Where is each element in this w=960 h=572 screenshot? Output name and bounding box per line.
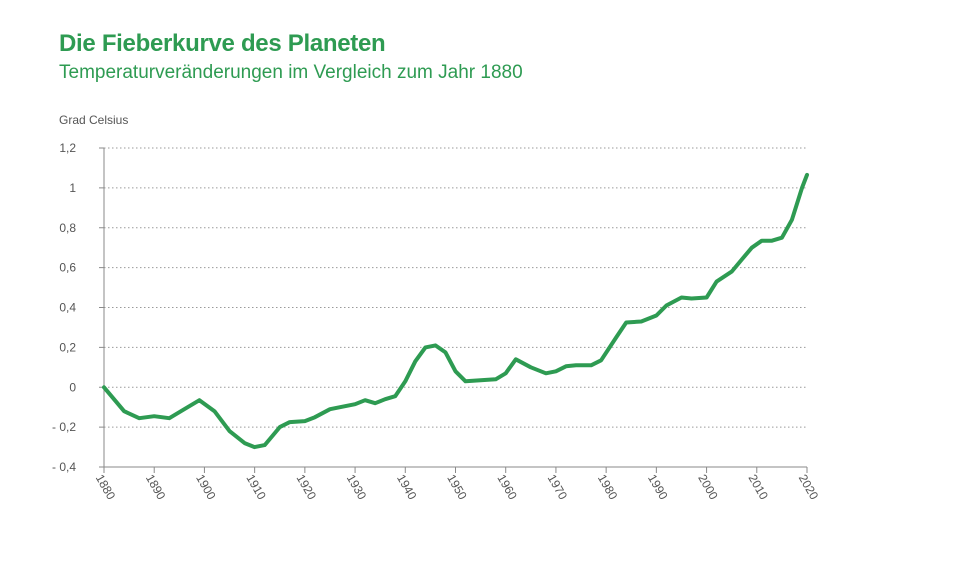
chart-subtitle: Temperaturveränderungen im Vergleich zum…: [59, 62, 523, 83]
x-tick-label: 1970: [545, 472, 571, 502]
y-tick-label: 0,4: [59, 301, 76, 315]
x-tick-label: 1880: [93, 472, 119, 502]
y-tick-label: 0,6: [59, 261, 76, 275]
x-tick-label: 2020: [796, 472, 822, 502]
y-tick-label: - 0,4: [52, 460, 76, 474]
x-tick-label: 1950: [444, 472, 470, 502]
x-tick-label: 1990: [645, 472, 671, 502]
y-tick-label: 1: [69, 181, 76, 195]
x-tick-label: 2000: [695, 472, 721, 502]
axes: [99, 147, 808, 473]
y-tick-labels: 1,2 1 0,8 0,6 0,4 0,2 0 - 0,2 - 0,4: [52, 141, 76, 474]
x-tick-label: 1890: [143, 472, 169, 502]
y-tick-label: 1,2: [59, 141, 76, 155]
y-tick-label: - 0,2: [52, 420, 76, 434]
y-tick-label: 0: [69, 380, 76, 394]
x-tick-label: 1910: [243, 472, 269, 502]
x-tick-label: 1920: [294, 472, 320, 502]
series-lines: [102, 172, 809, 450]
y-tick-label: 0,8: [59, 221, 76, 235]
x-tick-label: 1940: [394, 472, 420, 502]
x-tick-label: 2010: [746, 472, 772, 502]
x-tick-label: 1960: [494, 472, 520, 502]
x-tick-label: 1900: [193, 472, 219, 502]
chart-title: Die Fieberkurve des Planeten: [59, 30, 386, 57]
y-tick-label: 0,2: [59, 340, 76, 354]
x-tick-labels: 1880 1890 1900 1910 1920 1930 1940 1950 1960 1970…: [93, 472, 822, 502]
temperature-series-line: [102, 172, 809, 450]
y-axis-label: Grad Celsius: [59, 113, 129, 127]
x-tick-label: 1980: [595, 472, 621, 502]
gridlines: [104, 147, 807, 428]
x-tick-label: 1930: [344, 472, 370, 502]
